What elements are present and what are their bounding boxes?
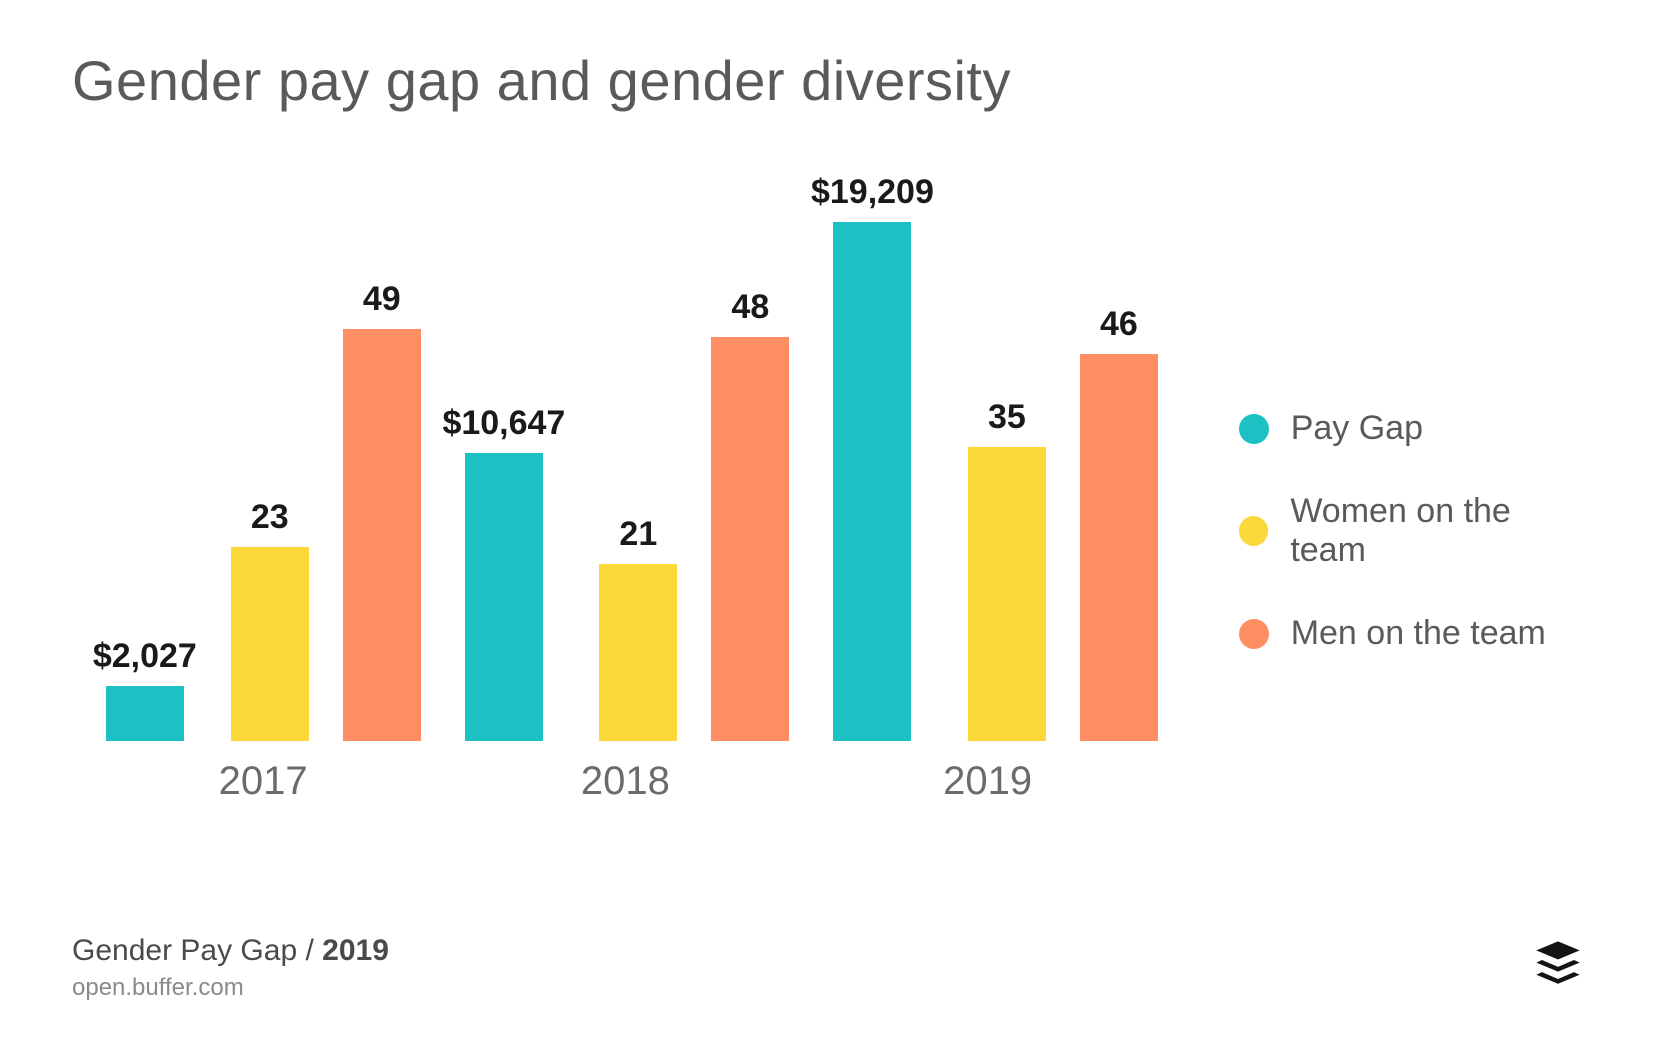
bar-rect bbox=[1080, 354, 1158, 740]
footer-title: Gender Pay Gap / 2019 bbox=[72, 934, 389, 968]
legend-item-pay_gap: Pay Gap bbox=[1239, 409, 1592, 448]
year-group-2018: $10,647 21 48 bbox=[442, 288, 789, 740]
chart-container: $2,0272349$10,6472148$19,2093546 2017201… bbox=[72, 173, 1592, 773]
legend-item-men: Men on the team bbox=[1239, 614, 1592, 653]
bar-rect bbox=[231, 547, 309, 740]
bar-value-label: $19,209 bbox=[811, 173, 934, 212]
bar-value-label: 23 bbox=[251, 498, 289, 537]
bar-women-2017: 23 bbox=[231, 498, 309, 740]
bar-value-label: $10,647 bbox=[442, 404, 565, 443]
x-axis-label: 2018 bbox=[475, 759, 775, 804]
bar-rect bbox=[833, 222, 911, 741]
legend: Pay Gap Women on the team Men on the team bbox=[1239, 409, 1592, 773]
footer-source: open.buffer.com bbox=[72, 974, 389, 1002]
bar-value-label: 49 bbox=[363, 280, 401, 319]
legend-dot-icon bbox=[1239, 516, 1269, 546]
bar-men-2017: 49 bbox=[343, 280, 421, 741]
legend-label: Pay Gap bbox=[1291, 409, 1423, 448]
bars-area: $2,027 23 49 $10,647 21 48 $19,209 35 46 bbox=[72, 173, 1179, 741]
bar-rect bbox=[711, 337, 789, 740]
bar-pay_gap-2018: $10,647 bbox=[442, 404, 565, 740]
bar-pay_gap-2017: $2,027 bbox=[93, 637, 197, 741]
x-axis-label: 2019 bbox=[838, 759, 1138, 804]
bar-rect bbox=[106, 686, 184, 741]
bar-value-label: 35 bbox=[988, 398, 1026, 437]
bar-pay_gap-2019: $19,209 bbox=[811, 173, 934, 741]
x-axis: 2017 2018 2019 bbox=[72, 741, 1179, 804]
footer-title-prefix: Gender Pay Gap / bbox=[72, 934, 322, 967]
legend-item-women: Women on the team bbox=[1239, 492, 1592, 570]
bar-men-2019: 46 bbox=[1080, 305, 1158, 740]
x-axis-label: 2017 bbox=[113, 759, 413, 804]
bar-value-label: 21 bbox=[619, 515, 657, 554]
bar-rect bbox=[343, 329, 421, 741]
bar-value-label: $2,027 bbox=[93, 637, 197, 676]
legend-label: Men on the team bbox=[1291, 614, 1546, 653]
bar-women-2018: 21 bbox=[599, 515, 677, 740]
bar-men-2018: 48 bbox=[711, 288, 789, 740]
footer-title-year: 2019 bbox=[322, 934, 389, 967]
legend-label: Women on the team bbox=[1290, 492, 1592, 570]
bar-value-label: 48 bbox=[731, 288, 769, 327]
legend-dot-icon bbox=[1239, 619, 1269, 649]
bar-rect bbox=[599, 564, 677, 740]
bar-value-label: 46 bbox=[1100, 305, 1138, 344]
bar-women-2019: 35 bbox=[968, 398, 1046, 741]
year-group-2017: $2,027 23 49 bbox=[93, 280, 421, 741]
year-group-2019: $19,209 35 46 bbox=[811, 173, 1158, 741]
bar-rect bbox=[968, 447, 1046, 741]
chart-plot: $2,0272349$10,6472148$19,2093546 2017201… bbox=[72, 173, 1179, 773]
chart-footer: Gender Pay Gap / 2019 open.buffer.com bbox=[72, 934, 389, 1002]
buffer-logo-icon bbox=[1532, 937, 1584, 994]
bar-rect bbox=[465, 453, 543, 740]
legend-dot-icon bbox=[1239, 414, 1269, 444]
chart-title: Gender pay gap and gender diversity bbox=[72, 48, 1592, 113]
